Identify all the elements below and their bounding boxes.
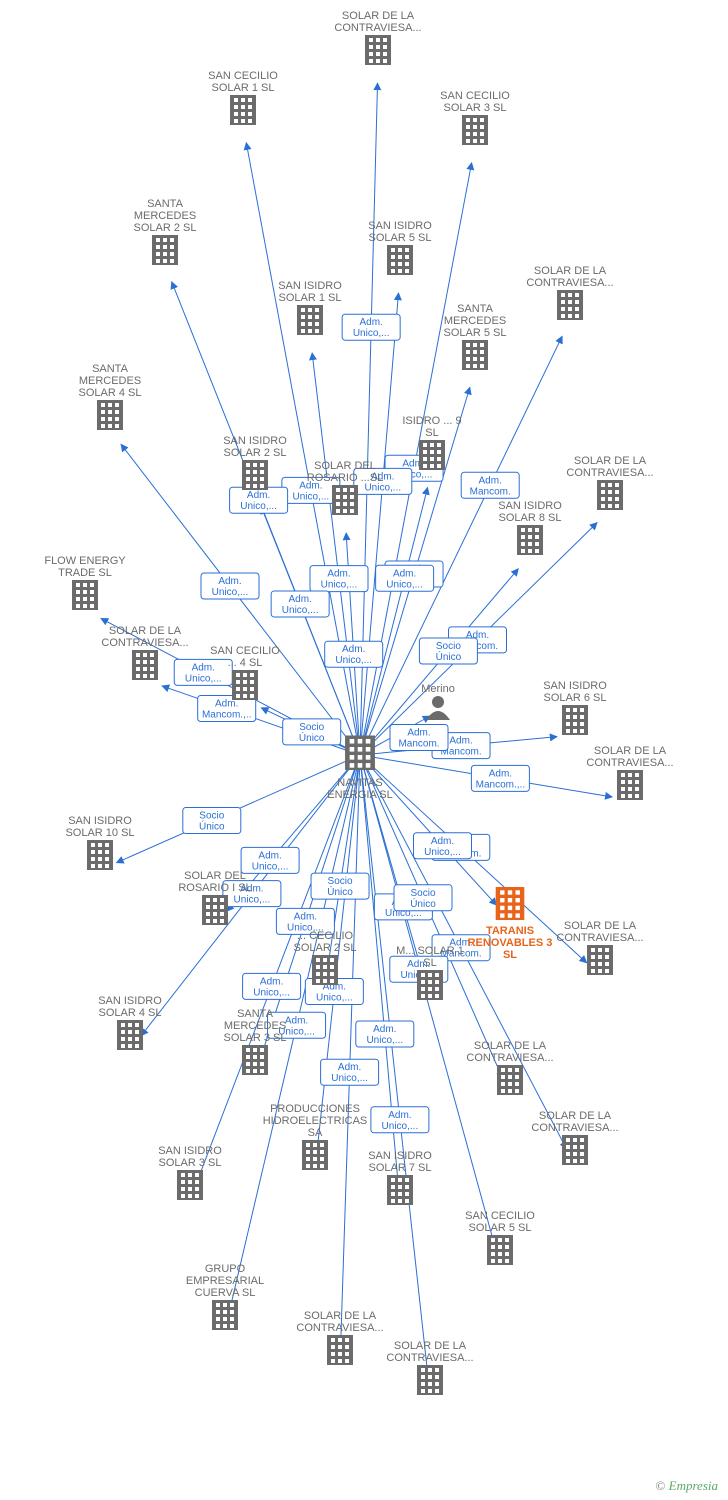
company-node[interactable] bbox=[497, 1065, 523, 1095]
company-node[interactable] bbox=[562, 705, 588, 735]
company-node[interactable] bbox=[387, 1175, 413, 1205]
company-node[interactable] bbox=[587, 945, 613, 975]
company-node[interactable] bbox=[417, 1365, 443, 1395]
svg-text:Merino: Merino bbox=[421, 683, 455, 695]
svg-text:SAN ISIDROSOLAR 3 SL: SAN ISIDROSOLAR 3 SL bbox=[158, 1145, 222, 1169]
svg-text:PRODUCCIONESHIDROELECTRICASSA: PRODUCCIONESHIDROELECTRICASSA bbox=[263, 1103, 368, 1139]
company-node[interactable] bbox=[462, 340, 488, 370]
svg-text:SAN ISIDROSOLAR 6 SL: SAN ISIDROSOLAR 6 SL bbox=[543, 680, 607, 704]
svg-text:GRUPOEMPRESARIALCUERVA SL: GRUPOEMPRESARIALCUERVA SL bbox=[186, 1263, 264, 1299]
company-node[interactable] bbox=[462, 115, 488, 145]
company-node[interactable] bbox=[417, 970, 443, 1000]
svg-text:SAN CECILIOSOLAR 3 SL: SAN CECILIOSOLAR 3 SL bbox=[440, 90, 510, 114]
company-node[interactable] bbox=[230, 95, 256, 125]
network-graph: Adm.Unico,...Adm.Unico,...Adm.Unico,...A… bbox=[0, 0, 728, 1500]
svg-text:SocioÚnico: SocioÚnico bbox=[299, 722, 325, 744]
svg-text:SOLAR DELROSARIO ...SL: SOLAR DELROSARIO ...SL bbox=[307, 460, 383, 484]
company-node[interactable] bbox=[487, 1235, 513, 1265]
company-node[interactable] bbox=[387, 245, 413, 275]
company-node[interactable] bbox=[312, 955, 338, 985]
company-node[interactable] bbox=[232, 670, 258, 700]
company-node[interactable] bbox=[212, 1300, 238, 1330]
company-node[interactable] bbox=[302, 1140, 328, 1170]
svg-text:SANTAMERCEDESSOLAR 2 SL: SANTAMERCEDESSOLAR 2 SL bbox=[134, 198, 197, 234]
person-node[interactable] bbox=[426, 696, 450, 720]
company-node[interactable] bbox=[152, 235, 178, 265]
company-node[interactable] bbox=[332, 485, 358, 515]
svg-text:SANTAMERCEDESSOLAR 4 SL: SANTAMERCEDESSOLAR 4 SL bbox=[79, 363, 142, 399]
svg-text:SOLAR DE LACONTRAVIESA...: SOLAR DE LACONTRAVIESA... bbox=[586, 745, 673, 769]
svg-text:SANTAMERCEDESSOLAR 5 SL: SANTAMERCEDESSOLAR 5 SL bbox=[444, 303, 507, 339]
svg-text:SOLAR DE LACONTRAVIESA...: SOLAR DE LACONTRAVIESA... bbox=[566, 455, 653, 479]
company-node[interactable] bbox=[517, 525, 543, 555]
svg-text:SOLAR DELROSARIO I SL: SOLAR DELROSARIO I SL bbox=[178, 870, 251, 894]
svg-text:SOLAR DE LACONTRAVIESA...: SOLAR DE LACONTRAVIESA... bbox=[531, 1110, 618, 1134]
svg-text:... CECILIOSOLAR 2 SL: ... CECILIOSOLAR 2 SL bbox=[294, 930, 357, 954]
company-node[interactable] bbox=[242, 460, 268, 490]
company-node-highlight[interactable] bbox=[496, 887, 525, 920]
company-node[interactable] bbox=[557, 290, 583, 320]
svg-text:SAN ISIDROSOLAR 1 SL: SAN ISIDROSOLAR 1 SL bbox=[278, 280, 342, 304]
company-node[interactable] bbox=[117, 1020, 143, 1050]
svg-text:FLOW ENERGYTRADE SL: FLOW ENERGYTRADE SL bbox=[44, 555, 126, 579]
svg-text:SocioÚnico: SocioÚnico bbox=[199, 811, 225, 833]
company-node[interactable] bbox=[327, 1335, 353, 1365]
company-node[interactable] bbox=[87, 840, 113, 870]
company-node[interactable] bbox=[597, 480, 623, 510]
company-node[interactable] bbox=[202, 895, 228, 925]
company-node[interactable] bbox=[242, 1045, 268, 1075]
svg-text:SOLAR DE LACONTRAVIESA...: SOLAR DE LACONTRAVIESA... bbox=[101, 625, 188, 649]
svg-text:ISIDRO ... 9SL: ISIDRO ... 9SL bbox=[402, 415, 461, 439]
svg-text:SAN CECILIOSOLAR 1 SL: SAN CECILIOSOLAR 1 SL bbox=[208, 70, 278, 94]
footer-copyright: © Empresia bbox=[656, 1478, 719, 1494]
company-node[interactable] bbox=[297, 305, 323, 335]
center-company-node[interactable] bbox=[345, 736, 375, 771]
company-node[interactable] bbox=[365, 35, 391, 65]
svg-text:SOLAR DE LACONTRAVIESA...: SOLAR DE LACONTRAVIESA... bbox=[296, 1310, 383, 1334]
company-node[interactable] bbox=[419, 440, 445, 470]
svg-text:SAN ISIDROSOLAR 5 SL: SAN ISIDROSOLAR 5 SL bbox=[368, 220, 432, 244]
svg-text:SOLAR DE LACONTRAVIESA...: SOLAR DE LACONTRAVIESA... bbox=[386, 1340, 473, 1364]
company-node[interactable] bbox=[72, 580, 98, 610]
svg-text:SocioÚnico: SocioÚnico bbox=[436, 641, 462, 663]
company-node[interactable] bbox=[562, 1135, 588, 1165]
svg-text:SOLAR DE LACONTRAVIESA...: SOLAR DE LACONTRAVIESA... bbox=[466, 1040, 553, 1064]
svg-text:SAN ISIDROSOLAR 8 SL: SAN ISIDROSOLAR 8 SL bbox=[498, 500, 562, 524]
svg-text:SOLAR DE LACONTRAVIESA...: SOLAR DE LACONTRAVIESA... bbox=[334, 10, 421, 34]
company-node[interactable] bbox=[617, 770, 643, 800]
svg-text:SocioÚnico: SocioÚnico bbox=[410, 888, 436, 910]
svg-text:SAN ISIDROSOLAR 2 SL: SAN ISIDROSOLAR 2 SL bbox=[223, 435, 287, 459]
company-node[interactable] bbox=[97, 400, 123, 430]
svg-text:SOLAR DE LACONTRAVIESA...: SOLAR DE LACONTRAVIESA... bbox=[556, 920, 643, 944]
svg-text:SAN ISIDROSOLAR 7 SL: SAN ISIDROSOLAR 7 SL bbox=[368, 1150, 432, 1174]
company-node[interactable] bbox=[132, 650, 158, 680]
company-node[interactable] bbox=[177, 1170, 203, 1200]
svg-text:SAN CECILIOSOLAR 5 SL: SAN CECILIOSOLAR 5 SL bbox=[465, 1210, 535, 1234]
svg-text:SAN ISIDROSOLAR 4 SL: SAN ISIDROSOLAR 4 SL bbox=[98, 995, 162, 1019]
svg-text:SAN ISIDROSOLAR 10 SL: SAN ISIDROSOLAR 10 SL bbox=[65, 815, 134, 839]
svg-text:SOLAR DE LACONTRAVIESA...: SOLAR DE LACONTRAVIESA... bbox=[526, 265, 613, 289]
svg-text:SocioÚnico: SocioÚnico bbox=[327, 876, 353, 898]
